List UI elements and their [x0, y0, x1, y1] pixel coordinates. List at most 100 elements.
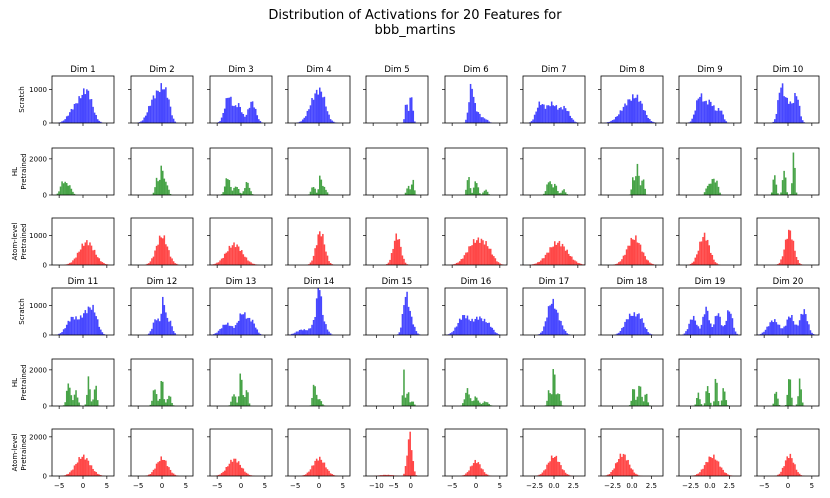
hist-bar — [719, 192, 721, 195]
hist-bar — [546, 464, 548, 476]
hist-bar — [689, 319, 692, 335]
hist-bar — [168, 99, 170, 123]
hist-bar — [231, 461, 234, 476]
hist-bar — [703, 192, 706, 195]
hist-bar — [547, 252, 550, 265]
hist-bar — [72, 316, 74, 335]
hist-bar — [798, 105, 801, 123]
hist-bar — [571, 256, 573, 265]
hist-bar — [694, 320, 697, 335]
hist-bar — [549, 461, 551, 476]
hist-bar — [250, 321, 252, 335]
hist-bar — [64, 181, 66, 195]
hist-bar — [703, 403, 706, 406]
hist-bar — [237, 189, 240, 195]
hist-bar — [223, 186, 226, 195]
x-tick-label: 0 — [317, 482, 321, 490]
hist-bar — [541, 472, 544, 476]
hist-bar — [69, 112, 71, 123]
hist-bar — [694, 110, 697, 123]
hist-bar — [61, 181, 63, 195]
hist-bar — [625, 249, 628, 265]
hist-bar — [471, 245, 473, 265]
hist-bar — [778, 92, 781, 123]
panel-frame — [287, 358, 351, 407]
hist-bar — [611, 120, 614, 123]
hist-bar — [328, 261, 330, 265]
hist-bar — [311, 465, 313, 476]
panel-title: Dim 12 — [147, 277, 178, 287]
hist-bar — [245, 257, 248, 265]
hist-bar — [158, 461, 161, 476]
hist-bar — [322, 233, 324, 265]
hist-bar — [476, 183, 478, 195]
hist-bar — [549, 393, 551, 406]
hist-bar — [154, 98, 156, 123]
chart-subtitle: bbb_martins — [374, 23, 456, 38]
hist-bar — [722, 326, 724, 335]
hist-bar — [312, 384, 315, 406]
hist-bar — [488, 403, 490, 406]
hist-bar — [463, 315, 466, 335]
hist-bar — [486, 402, 489, 406]
hist-bar — [410, 97, 413, 123]
hist-bar — [627, 245, 629, 265]
hist-bar — [555, 105, 558, 123]
hist-bar — [90, 309, 93, 335]
hist-bar — [233, 242, 235, 265]
y-tick-label: 0 — [43, 473, 47, 481]
hist-bar — [62, 329, 65, 335]
hist-bar — [149, 404, 152, 406]
hist-bar — [561, 109, 564, 123]
hist-bar — [234, 186, 237, 195]
hist-bar — [308, 109, 310, 123]
hist-bar — [770, 320, 773, 335]
hist-bar — [93, 112, 96, 123]
hist-bar — [311, 397, 313, 406]
hist-bar — [558, 394, 561, 406]
hist-bar — [555, 455, 558, 476]
hist-bar — [315, 89, 318, 123]
hist-bar — [323, 186, 326, 195]
hist-bar — [647, 332, 650, 335]
hist-bar — [87, 376, 90, 406]
hist-bar — [797, 472, 799, 476]
hist-bar — [472, 463, 475, 476]
hist-bar — [482, 192, 484, 195]
hist-bar — [79, 315, 82, 335]
hist-bar — [482, 321, 484, 335]
hist-bar — [237, 103, 240, 123]
x-tick-label: 0 — [474, 482, 478, 490]
hist-bar — [476, 240, 478, 265]
row-label: HL — [11, 378, 19, 387]
hist-bar — [216, 332, 218, 335]
hist-bar — [152, 390, 155, 406]
hist-bar — [552, 298, 554, 335]
hist-bar — [163, 459, 166, 476]
hist-bar — [792, 240, 795, 265]
hist-bar — [65, 390, 68, 406]
hist-bar — [154, 187, 156, 195]
hist-bar — [471, 318, 473, 335]
hist-bar — [59, 333, 62, 335]
hist-bar — [305, 474, 307, 476]
hist-bar — [154, 468, 156, 476]
hist-bar — [550, 184, 553, 195]
hist-bar — [635, 316, 637, 335]
hist-bar — [69, 185, 71, 195]
hist-bar — [247, 473, 249, 476]
hist-bar — [780, 87, 782, 123]
hist-bar — [231, 326, 234, 335]
hist-bar — [792, 462, 795, 476]
hist-bar — [62, 120, 65, 123]
hist-bar — [474, 103, 476, 123]
hist-bar — [165, 402, 167, 406]
hist-bar — [101, 262, 104, 265]
hist-bar — [703, 465, 706, 476]
hist-bar — [652, 263, 654, 265]
hist-bar — [311, 260, 313, 265]
hist-bar — [549, 305, 551, 335]
hist-bar — [73, 319, 76, 335]
hist-bar — [710, 457, 712, 476]
hist-bar — [160, 313, 162, 335]
